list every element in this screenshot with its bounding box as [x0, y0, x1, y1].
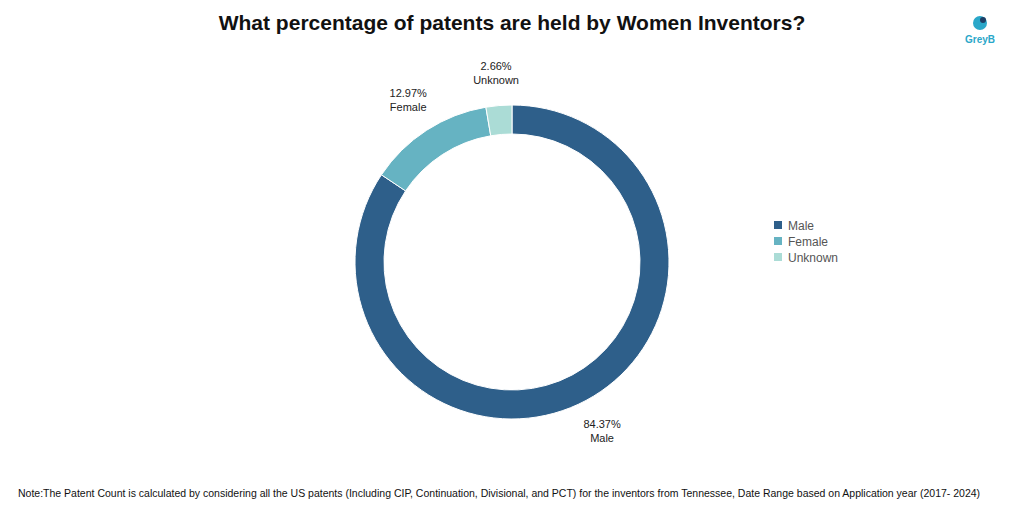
logo: GreyB — [965, 16, 995, 45]
logo-icon-dot — [980, 17, 986, 23]
legend-swatch — [774, 237, 782, 245]
donut-slice — [355, 105, 669, 419]
data-label-value: 84.37% — [583, 418, 621, 430]
data-label-category: Unknown — [473, 74, 519, 86]
donut-slice — [381, 107, 490, 191]
data-label-value: 2.66% — [480, 60, 511, 72]
legend-label: Unknown — [788, 251, 838, 265]
legend-swatch — [774, 253, 782, 261]
logo-text: GreyB — [965, 34, 995, 45]
data-label-category: Female — [390, 101, 427, 113]
donut — [355, 105, 669, 419]
legend-swatch — [774, 221, 782, 229]
note: Note:The Patent Count is calculated by c… — [18, 487, 980, 499]
chart-canvas: What percentage of patents are held by W… — [0, 0, 1024, 512]
legend-label: Male — [788, 219, 814, 233]
data-label-value: 12.97% — [390, 87, 428, 99]
logo-icon — [973, 16, 987, 30]
legend: Male Female Unknown — [774, 219, 838, 265]
data-labels: 84.37% Male 12.97% Female 2.66% Unknown — [390, 60, 621, 444]
legend-label: Female — [788, 235, 828, 249]
data-label-category: Male — [590, 432, 614, 444]
title: What percentage of patents are held by W… — [219, 11, 806, 34]
donut-slice — [486, 105, 512, 136]
